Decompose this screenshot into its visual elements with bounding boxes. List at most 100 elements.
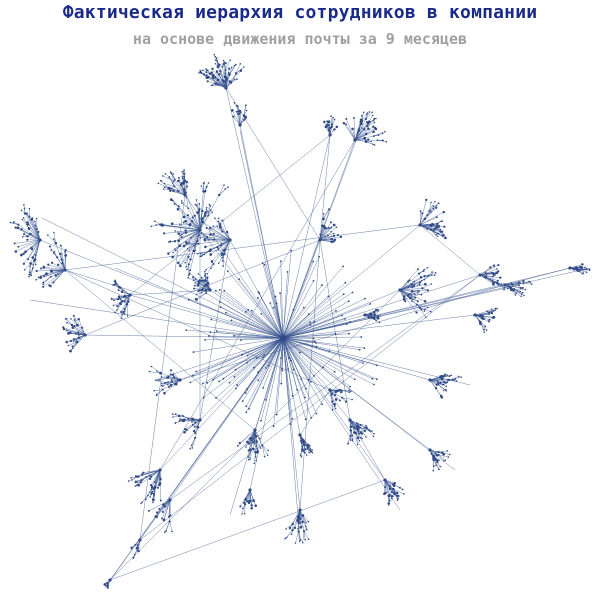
graph-node <box>81 326 84 329</box>
graph-node <box>167 385 170 389</box>
graph-node <box>37 276 40 279</box>
graph-node <box>172 180 175 183</box>
graph-node <box>174 249 177 252</box>
graph-edge <box>212 68 227 89</box>
graph-edge <box>485 277 494 284</box>
graph-node <box>212 232 215 236</box>
graph-node <box>478 273 482 277</box>
graph-node <box>169 369 173 372</box>
graph-node <box>187 207 190 210</box>
graph-node <box>443 460 445 462</box>
graph-node <box>181 233 183 236</box>
graph-node <box>201 254 204 256</box>
graph-node <box>162 232 166 235</box>
graph-node <box>418 306 422 309</box>
graph-node <box>257 291 260 293</box>
graph-edge <box>282 337 309 380</box>
graph-edge <box>479 264 499 276</box>
graph-node <box>306 447 309 450</box>
graph-node <box>221 65 224 68</box>
graph-node <box>197 252 199 255</box>
graph-node <box>225 230 229 234</box>
graph-edge <box>180 229 201 267</box>
graph-node <box>371 114 374 117</box>
graph-node <box>433 274 436 276</box>
graph-node <box>384 486 387 489</box>
graph-node <box>488 311 490 314</box>
graph-edge <box>419 224 481 276</box>
graph-node <box>438 459 440 462</box>
graph-node <box>330 221 332 224</box>
graph-node <box>330 115 332 117</box>
graph-node <box>328 208 330 211</box>
graph-edge <box>282 314 476 339</box>
graph-node <box>312 280 315 282</box>
graph-node <box>168 498 172 502</box>
graph-node <box>584 268 587 271</box>
graph-edge <box>113 302 121 306</box>
graph-node <box>114 279 117 282</box>
graph-node <box>159 477 162 480</box>
graph-node <box>181 177 184 180</box>
graph-edge <box>319 235 334 241</box>
graph-node <box>150 225 153 228</box>
graph-node <box>421 212 424 215</box>
graph-edge <box>384 479 390 496</box>
graph-edge <box>429 449 443 453</box>
graph-node <box>435 206 438 209</box>
graph-node <box>182 244 186 248</box>
graph-node <box>312 260 315 263</box>
graph-node <box>360 432 364 435</box>
graph-edge <box>393 488 405 495</box>
graph-node <box>166 376 170 379</box>
graph-edge <box>138 469 161 486</box>
graph-node <box>342 121 346 125</box>
graph-node <box>225 311 227 314</box>
graph-edge <box>185 229 201 233</box>
graph-edge <box>211 239 231 262</box>
graph-node <box>187 298 190 301</box>
graph-edge <box>154 389 163 391</box>
graph-node <box>413 283 416 287</box>
graph-node <box>154 220 156 223</box>
graph-edge <box>160 180 169 189</box>
graph-node <box>26 221 29 224</box>
graph-node <box>302 443 306 446</box>
graph-node <box>365 426 368 430</box>
graph-edge <box>64 269 331 391</box>
graph-node <box>376 139 379 142</box>
graph-edge <box>282 310 337 339</box>
graph-node <box>208 226 212 230</box>
graph-edge <box>438 454 449 458</box>
graph-node <box>64 254 68 257</box>
graph-node <box>333 238 337 242</box>
graph-node <box>330 230 332 233</box>
graph-edge <box>354 131 374 141</box>
graph-node <box>171 255 175 259</box>
graph-edge <box>479 274 494 285</box>
graph-node <box>136 484 138 487</box>
graph-node <box>441 451 444 454</box>
graph-edge <box>172 223 201 231</box>
graph-node <box>194 278 197 280</box>
graph-node <box>584 266 586 269</box>
graph-node <box>255 459 257 462</box>
graph-node <box>114 311 116 314</box>
graph-node <box>246 354 249 357</box>
graph-node <box>366 121 368 123</box>
graph-edge <box>114 267 284 339</box>
graph-edge <box>119 287 131 296</box>
graph-node <box>257 371 259 373</box>
graph-node <box>582 269 584 271</box>
graph-edge <box>282 314 366 339</box>
hub-node <box>280 335 286 341</box>
graph-node <box>449 453 451 456</box>
graph-node <box>244 104 247 107</box>
graph-node <box>309 448 311 450</box>
graph-node <box>191 216 194 219</box>
graph-node <box>302 306 305 309</box>
graph-node <box>212 238 216 241</box>
graph-edge <box>139 274 481 541</box>
graph-edge <box>282 337 364 364</box>
graph-edge <box>399 288 423 291</box>
